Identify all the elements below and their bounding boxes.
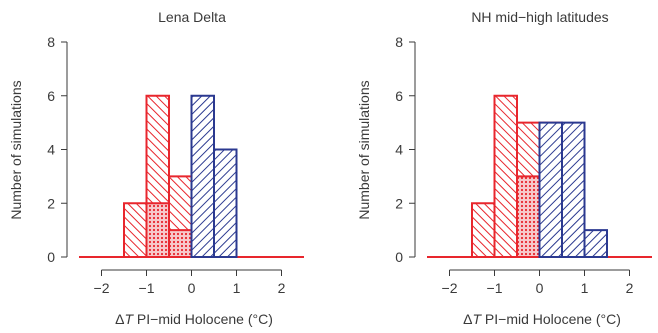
y-tick-label: 6 bbox=[47, 88, 55, 104]
x-tick-label: −1 bbox=[139, 280, 155, 296]
x-axis-title: ΔT PI−mid Holocene (°C) bbox=[115, 311, 273, 327]
histogram-bar bbox=[516, 175, 541, 258]
y-axis-title: Number of simulations bbox=[356, 80, 372, 219]
x-tick-label: −2 bbox=[442, 280, 458, 296]
histogram-bar bbox=[583, 229, 608, 258]
x-tick-label: 2 bbox=[278, 280, 286, 296]
histogram-bar bbox=[213, 148, 238, 258]
x-tick-label: 0 bbox=[536, 280, 544, 296]
x-axis-title-rest: PI−mid Holocene (°C) bbox=[481, 311, 621, 327]
x-axis-title: ΔT PI−mid Holocene (°C) bbox=[463, 311, 621, 327]
histogram-bar bbox=[561, 121, 586, 258]
axes-group: 0 2 4 6 8 −2 −1 0 1 2 bbox=[47, 34, 285, 296]
histogram-bar bbox=[538, 121, 563, 258]
histogram-bar bbox=[123, 202, 148, 258]
histogram-bar bbox=[145, 202, 170, 258]
histogram-bar bbox=[493, 94, 518, 258]
y-tick-label: 0 bbox=[395, 249, 403, 265]
y-tick-label: 4 bbox=[395, 142, 403, 158]
panel-title: Lena Delta bbox=[158, 9, 226, 25]
panel-title: NH mid−high latitudes bbox=[471, 9, 608, 25]
x-axis-title-delta: Δ bbox=[115, 311, 124, 327]
y-tick-label: 0 bbox=[47, 249, 55, 265]
y-tick-label: 2 bbox=[395, 195, 403, 211]
y-tick-label: 2 bbox=[47, 195, 55, 211]
y-tick-label: 4 bbox=[47, 142, 55, 158]
bars-group bbox=[79, 94, 304, 258]
x-axis-title-var: T bbox=[472, 311, 482, 327]
x-axis-title-rest: PI−mid Holocene (°C) bbox=[133, 311, 273, 327]
x-tick-label: 0 bbox=[188, 280, 196, 296]
x-axis-title-delta: Δ bbox=[463, 311, 472, 327]
x-tick-label: 1 bbox=[233, 280, 241, 296]
x-tick-label: 1 bbox=[581, 280, 589, 296]
histogram-bar bbox=[168, 229, 193, 258]
y-axis-title: Number of simulations bbox=[8, 80, 24, 219]
x-tick-label: −1 bbox=[487, 280, 503, 296]
y-tick-label: 8 bbox=[395, 34, 403, 50]
axes-group: 0 2 4 6 8 −2 −1 0 1 2 bbox=[395, 34, 633, 296]
y-tick-label: 8 bbox=[47, 34, 55, 50]
histogram-bar bbox=[471, 202, 496, 258]
x-axis-title-var: T bbox=[124, 311, 134, 327]
panel-nh-mid-high-latitudes: NH mid−high latitudes 0 2 4 6 8 −2 −1 0 1 2 Numbe… bbox=[356, 9, 652, 327]
panel-lena-delta: Lena Delta 0 2 4 6 8 −2 −1 0 1 2 Number of simula… bbox=[8, 9, 304, 327]
y-tick-label: 6 bbox=[395, 88, 403, 104]
x-tick-label: 2 bbox=[626, 280, 634, 296]
x-tick-label: −2 bbox=[94, 280, 110, 296]
bars-group bbox=[427, 94, 652, 258]
histogram-bar bbox=[190, 94, 215, 258]
